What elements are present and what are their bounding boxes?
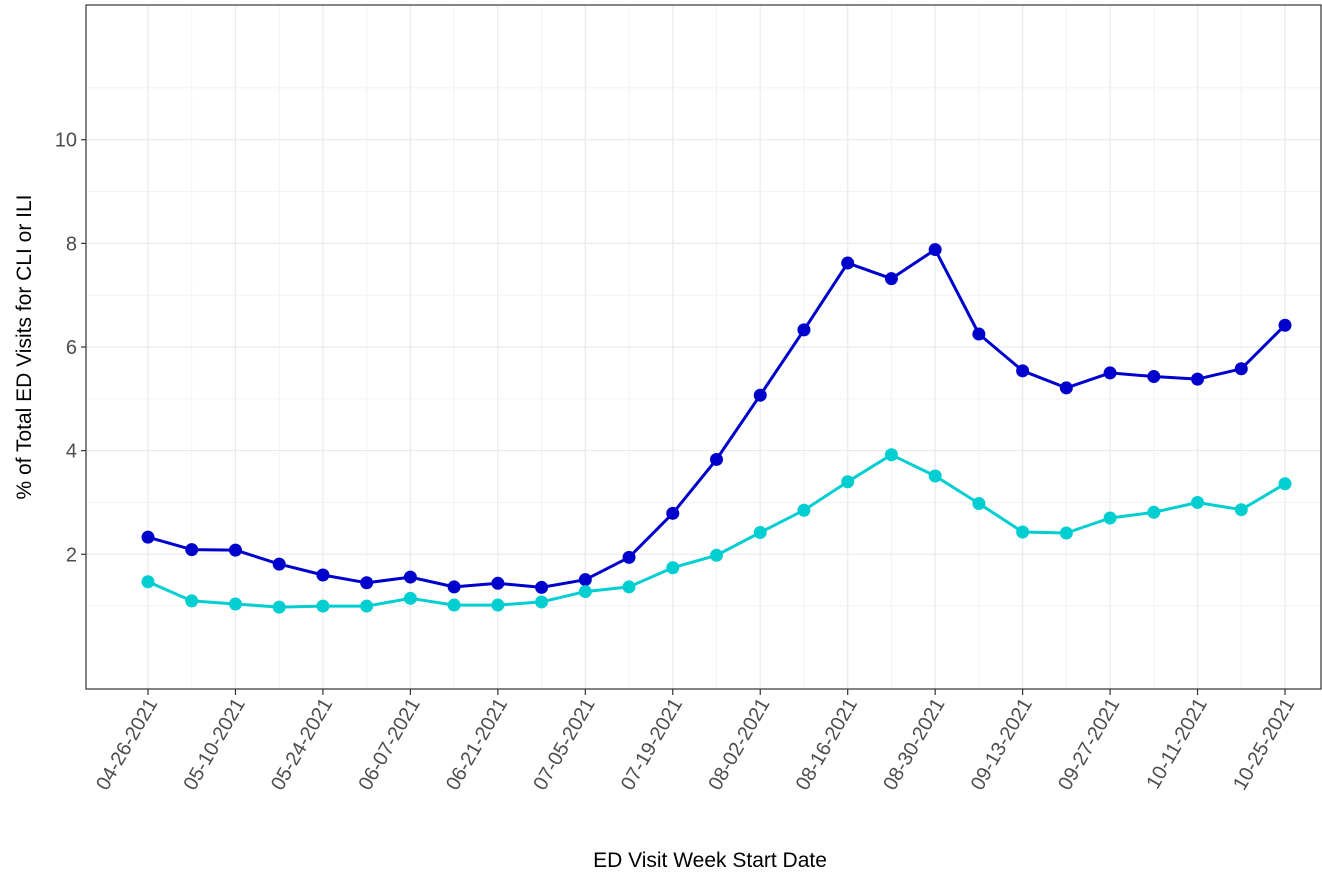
series-2-point <box>1234 503 1248 517</box>
x-tick-label: 08-02-2021 <box>704 695 774 795</box>
series-2-point <box>228 597 242 611</box>
series-2-point <box>447 598 461 612</box>
series-1-point <box>578 573 592 587</box>
series-2-point <box>1278 477 1292 491</box>
series-1-point <box>753 388 767 402</box>
series-2-point <box>884 448 898 462</box>
series-1-point <box>1103 366 1117 380</box>
series-2-point <box>753 526 767 540</box>
series-2-point <box>972 496 986 510</box>
x-axis-title: ED Visit Week Start Date <box>593 849 827 872</box>
series-1-point <box>491 576 505 590</box>
x-tick-label: 04-26-2021 <box>92 695 162 795</box>
series-2-point <box>272 600 286 614</box>
x-tick-label: 07-19-2021 <box>617 695 687 795</box>
series-1-point <box>447 580 461 594</box>
y-tick-label: 4 <box>66 441 77 463</box>
series-2-point <box>841 475 855 489</box>
series-1-point <box>1278 318 1292 332</box>
series-2-point <box>710 548 723 562</box>
series-2-point <box>578 585 592 599</box>
x-tick-label: 08-30-2021 <box>879 695 949 795</box>
x-tick-label: 08-16-2021 <box>792 695 862 795</box>
series-2-point <box>316 599 330 613</box>
series-2-point <box>797 503 811 517</box>
series-1-point <box>360 576 374 590</box>
series-1-point <box>972 327 986 341</box>
series-1-point <box>1191 372 1205 386</box>
series-1-point <box>1234 362 1248 376</box>
series-layer <box>141 243 1292 614</box>
x-tick-label: 06-21-2021 <box>442 695 512 795</box>
x-tick-label: 10-25-2021 <box>1229 695 1299 795</box>
y-tick-label: 8 <box>66 233 77 255</box>
y-tick-label: 2 <box>66 544 77 566</box>
series-2-point <box>1016 525 1030 539</box>
series-1-point <box>316 568 330 582</box>
series-1-point <box>884 272 898 286</box>
x-tick-label: 10-11-2021 <box>1142 695 1211 793</box>
series-2-point <box>622 580 636 594</box>
series-1-point <box>928 243 942 257</box>
x-tick-label: 06-07-2021 <box>355 695 425 795</box>
series-1-point <box>403 570 417 584</box>
x-tick-label: 05-10-2021 <box>180 695 250 795</box>
series-1-point <box>710 452 723 466</box>
series-2-point <box>185 594 199 608</box>
series-1-point <box>797 323 811 337</box>
series-2-point <box>360 599 374 613</box>
x-tick-label: 09-27-2021 <box>1054 695 1124 795</box>
series-2-point <box>928 469 942 483</box>
x-tick-label: 05-24-2021 <box>267 695 337 795</box>
series-1-point <box>185 543 199 557</box>
series-2-point <box>1147 505 1161 519</box>
y-axis-title: % of Total ED Visits for CLI or ILI <box>13 194 36 499</box>
y-tick-label: 10 <box>55 130 77 152</box>
series-2-point <box>1059 526 1073 540</box>
series-2-point <box>141 575 155 589</box>
series-1-point <box>1059 381 1073 395</box>
series-2-point <box>1191 495 1205 509</box>
series-2-point <box>666 561 680 575</box>
series-1-point <box>666 506 680 520</box>
series-1-point <box>1016 364 1030 378</box>
series-1-point <box>622 550 636 564</box>
series-1-point <box>841 256 855 270</box>
grid-layer <box>86 5 1321 689</box>
x-tick-label: 09-13-2021 <box>967 695 1037 795</box>
series-1-point <box>272 557 286 571</box>
series-2-point <box>535 595 549 609</box>
series-1-point <box>228 543 242 557</box>
x-tick-label: 07-05-2021 <box>529 695 599 795</box>
series-1-point <box>141 530 155 544</box>
series-1-point <box>1147 370 1161 384</box>
series-2-point <box>491 598 505 612</box>
series-1-point <box>535 580 549 594</box>
y-tick-label: 6 <box>66 337 77 359</box>
series-2-point <box>403 591 417 605</box>
series-2-point <box>1103 511 1117 525</box>
